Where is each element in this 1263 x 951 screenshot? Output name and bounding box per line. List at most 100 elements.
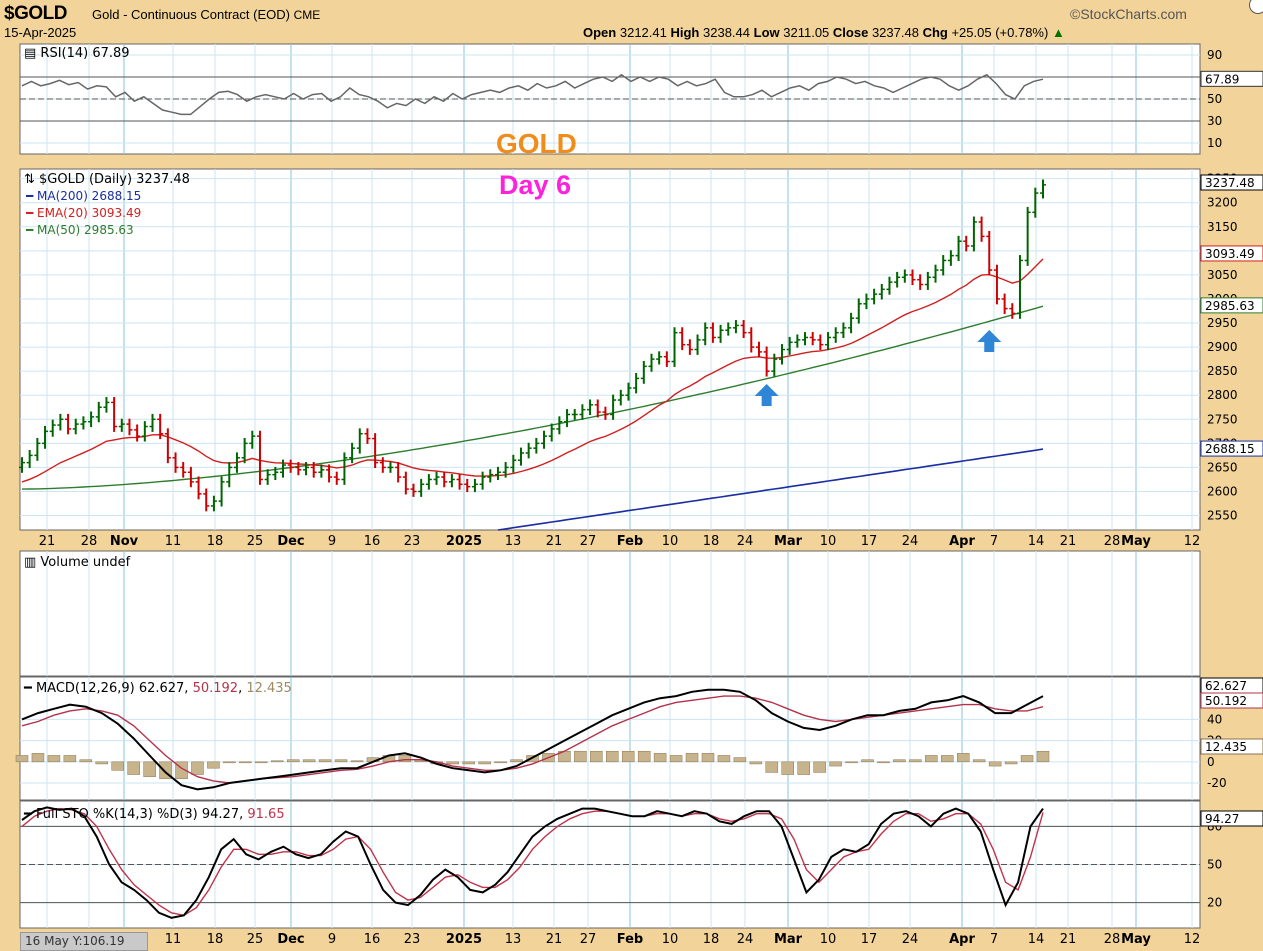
rsi-line <box>21 73 1044 116</box>
price-bar <box>932 264 939 283</box>
macd-histogram-bar <box>239 761 252 764</box>
price-bar <box>103 397 110 413</box>
low-label: Low <box>753 25 780 40</box>
status-bar: 16 May Y:106.19 <box>20 932 148 951</box>
price-bar <box>402 471 409 495</box>
price-bar <box>840 322 847 339</box>
x-axis-label: 24 <box>737 932 754 947</box>
price-bar <box>218 476 225 507</box>
x-axis-label: 28 <box>81 534 98 549</box>
price-bar <box>318 464 325 478</box>
x-axis-label: Dec <box>277 534 304 549</box>
price-tick-label: 2550 <box>1207 509 1238 523</box>
price-bar <box>264 469 271 485</box>
price-tick-label: 2950 <box>1207 316 1238 330</box>
rsi-legend: ▤ RSI(14) 67.89 <box>24 46 130 61</box>
price-bar <box>556 416 563 435</box>
price-bar <box>986 230 993 276</box>
x-axis-label: 9 <box>328 932 336 947</box>
price-bar <box>602 406 609 420</box>
price-bar <box>656 351 663 365</box>
price-bar <box>95 401 102 423</box>
price-bar <box>479 471 486 490</box>
x-axis-label: 28 <box>1104 534 1121 549</box>
blue-arrow-up-icon <box>754 384 779 406</box>
macd-histogram-bar <box>925 755 938 763</box>
price-bar <box>763 346 770 377</box>
price-bar <box>134 424 141 442</box>
x-axis-label: 25 <box>247 534 264 549</box>
price-bar <box>303 462 310 476</box>
macd-histogram-bar <box>653 753 667 763</box>
macd-line <box>21 688 1044 791</box>
macd-histogram-bar <box>972 759 986 763</box>
x-axis-label: 13 <box>505 932 522 947</box>
x-axis-label: 16 <box>364 534 381 549</box>
x-axis-label: Mar <box>774 932 803 947</box>
price-bar <box>65 413 72 435</box>
macd-last-tag-label: 62.627 <box>1205 679 1247 693</box>
macd-histogram-bar <box>462 761 475 765</box>
macd-histogram-bar <box>733 757 747 763</box>
rsi-tick-label: 90 <box>1207 48 1222 62</box>
price-bar <box>1032 187 1039 218</box>
price-bar <box>679 327 686 351</box>
x-axis-label: Nov <box>110 534 139 549</box>
price-bar <box>732 320 739 334</box>
macd-histogram-bar <box>1020 755 1034 763</box>
price-bar <box>917 274 924 290</box>
price-bar <box>886 276 893 295</box>
macd-histogram-bar <box>988 761 1002 767</box>
price-bar <box>940 255 947 276</box>
x-axis-label: 17 <box>861 534 878 549</box>
x-axis-label: May <box>1121 932 1151 947</box>
price-bar <box>587 399 594 416</box>
x-axis-label: 14 <box>1028 534 1045 549</box>
macd-histogram-bar <box>893 759 906 763</box>
x-axis-label: 21 <box>546 932 563 947</box>
macd-histogram-bar <box>143 761 156 777</box>
price-last-tag <box>1200 174 1263 191</box>
price-bar <box>533 437 540 454</box>
x-axis-label: Apr <box>949 932 975 947</box>
macd-histogram-bar <box>877 761 890 764</box>
ma200-legend: ━ MA(200) 2688.15 <box>25 189 141 203</box>
price-bar <box>241 437 248 464</box>
annotation-day: Day 6 <box>499 170 572 200</box>
macd-histogram-bar <box>398 755 412 763</box>
price-tick-label: 3150 <box>1207 220 1238 234</box>
chart-date: 15-Apr-2025 <box>4 25 77 40</box>
price-bar <box>256 430 263 485</box>
x-axis-label: 24 <box>902 534 919 549</box>
price-bar <box>333 471 340 485</box>
macd-histogram-bar <box>1036 750 1050 763</box>
price-bar <box>111 397 118 432</box>
price-bar <box>164 428 171 464</box>
price-bar <box>226 462 233 488</box>
price-tick-label: 3050 <box>1207 268 1238 282</box>
price-bar <box>894 271 901 288</box>
price-bar <box>19 457 25 473</box>
instrument-desc: Gold - Continuous Contract (EOD) <box>92 7 290 22</box>
macd-histogram-bar <box>47 755 61 763</box>
ma50-line <box>21 305 1044 490</box>
price-bar <box>963 235 970 252</box>
price-bar <box>924 271 931 290</box>
price-bar <box>494 466 501 481</box>
close-icon[interactable] <box>1249 0 1263 14</box>
price-bar <box>88 411 95 428</box>
x-axis-label: 18 <box>703 932 720 947</box>
x-axis-label: 12 <box>1184 534 1201 549</box>
panel-price <box>19 168 1201 531</box>
price-bar <box>195 476 202 500</box>
panel-macd <box>19 676 1201 801</box>
price-bar <box>855 298 862 324</box>
macd-tick-label: 40 <box>1207 712 1222 726</box>
x-axis-label: 21 <box>1060 932 1077 947</box>
macd-histogram-bar <box>621 750 635 763</box>
price-bar <box>80 416 87 430</box>
price-bar <box>740 320 747 339</box>
price-bar <box>525 442 532 459</box>
x-axis-label: 17 <box>861 932 878 947</box>
